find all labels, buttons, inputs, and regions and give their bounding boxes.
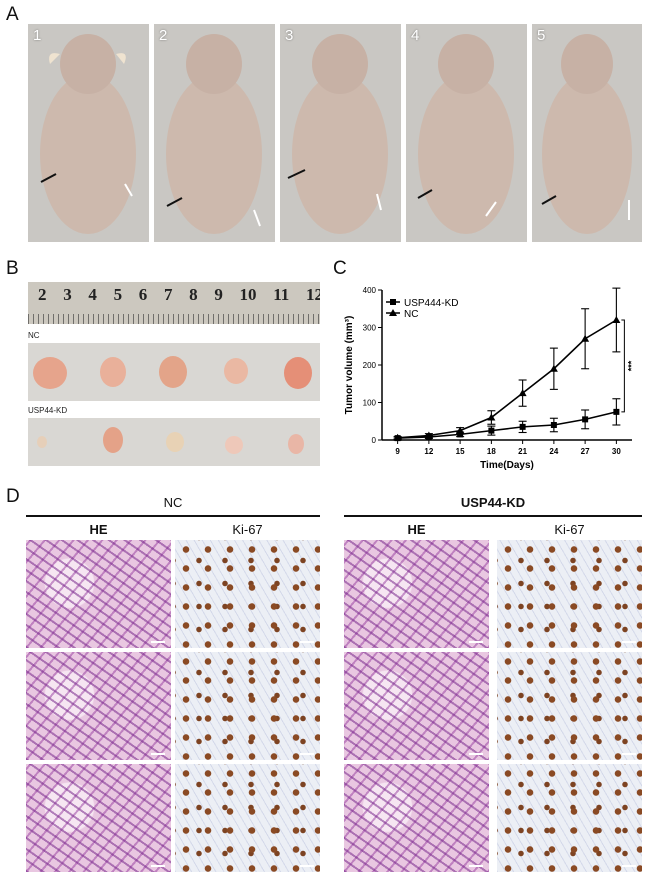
y-axis-label: Tumor volume (mm³) [344,316,355,415]
ruler-ticks [28,314,320,324]
significance-bracket [621,319,625,413]
series-line-1 [397,319,617,439]
scale-bar [151,865,165,867]
ki67-header-nc: Ki-67 [232,522,263,537]
mouse-number: 1 [33,27,42,44]
data-point [519,423,526,430]
he-image-nc-3 [26,764,171,872]
he-image-nc-2 [26,652,171,760]
panel-label-d: D [6,486,20,507]
he-image-kd-1 [344,540,489,648]
panel-label-a: A [6,4,19,25]
he-image-kd-2 [344,652,489,760]
y-tick-label: 300 [363,324,377,333]
legend-marker [389,309,397,316]
data-point [456,426,465,434]
scale-bar [622,865,636,867]
mouse-silhouette [40,34,136,234]
nc-tumors [33,356,312,389]
ki67-image-nc-1 [175,540,320,648]
y-tick-label: 200 [363,361,377,370]
he-header-nc: HE [89,522,108,537]
data-point [549,364,558,372]
legend-marker [390,299,396,305]
scale-bar [469,641,483,643]
data-point [582,416,589,423]
x-tick-label: 24 [549,447,558,456]
scale-bar [151,753,165,755]
mouse-photo-5: 5 [532,24,642,242]
mouse-silhouette [287,34,388,234]
data-point [518,389,527,397]
data-point [487,413,496,421]
he-image-kd-3 [344,764,489,872]
data-point [581,334,590,342]
scale-bar [300,753,314,755]
scale-bar [300,865,314,867]
group-header-kd: USP44-KD [460,495,526,510]
y-tick-label: 400 [363,286,377,295]
x-tick-label: 30 [612,447,621,456]
scale-bar [469,865,483,867]
x-tick-label: 27 [581,447,590,456]
mouse-number: 2 [159,27,168,44]
scale-bar [300,641,314,643]
nc-tumor-label: NC [28,331,40,340]
legend-label: USP444-KD [404,298,458,309]
data-point [488,427,495,434]
data-point [612,316,621,323]
panel-label-b: B [6,258,19,279]
mouse-number: 5 [537,27,546,44]
group-rule-nc [26,515,320,517]
ki67-image-kd-1 [497,540,642,648]
x-tick-label: 18 [487,447,496,456]
scale-bar [622,641,636,643]
mouse-photo-3: 3 [280,24,401,242]
he-header-kd: HE [407,522,426,537]
he-image-nc-1 [26,540,171,648]
ki67-image-nc-3 [175,764,320,872]
series-line-0 [397,411,617,439]
data-point [550,422,557,428]
kd-tumors [37,427,304,454]
legend-label: NC [404,309,418,320]
kd-tumor-label: USP44-KD [28,406,68,415]
mouse-photo-4: 4 [406,24,527,242]
x-tick-label: 12 [424,447,433,456]
ki67-header-kd: Ki-67 [554,522,585,537]
data-point [393,433,402,441]
data-point [457,431,464,438]
ki67-image-kd-3 [497,764,642,872]
x-tick-label: 9 [395,447,400,456]
scale-bar [622,753,636,755]
group-rule-kd [344,515,642,517]
tumor-volume-chart: 0 100 200 300 400 9 12 15 18 21 24 27 30 Time(Days) Tu… [344,286,636,471]
group-header-nc: NC [163,495,183,510]
y-tick-label: 100 [363,399,377,408]
panel-label-c: C [333,258,347,279]
scale-bar [151,641,165,643]
data-point [613,408,620,415]
ki67-image-nc-2 [175,652,320,760]
ki67-image-kd-2 [497,652,642,760]
y-tick-label: 0 [372,436,377,445]
mouse-silhouette [541,34,632,234]
mouse-photo-1: 1 [28,24,149,242]
mouse-silhouette [417,34,514,234]
significance-label: *** [626,360,636,371]
x-tick-label: 21 [518,447,527,456]
scale-bar [469,753,483,755]
mouse-silhouette [166,34,262,234]
mouse-number: 3 [285,27,294,44]
x-axis-label: Time(Days) [480,460,534,471]
mouse-photo-2: 2 [154,24,275,242]
x-tick-label: 15 [456,447,465,456]
kd-tumor-photo [28,418,320,466]
data-point [424,431,433,439]
nc-tumor-photo [28,343,320,401]
mouse-number: 4 [411,27,420,44]
